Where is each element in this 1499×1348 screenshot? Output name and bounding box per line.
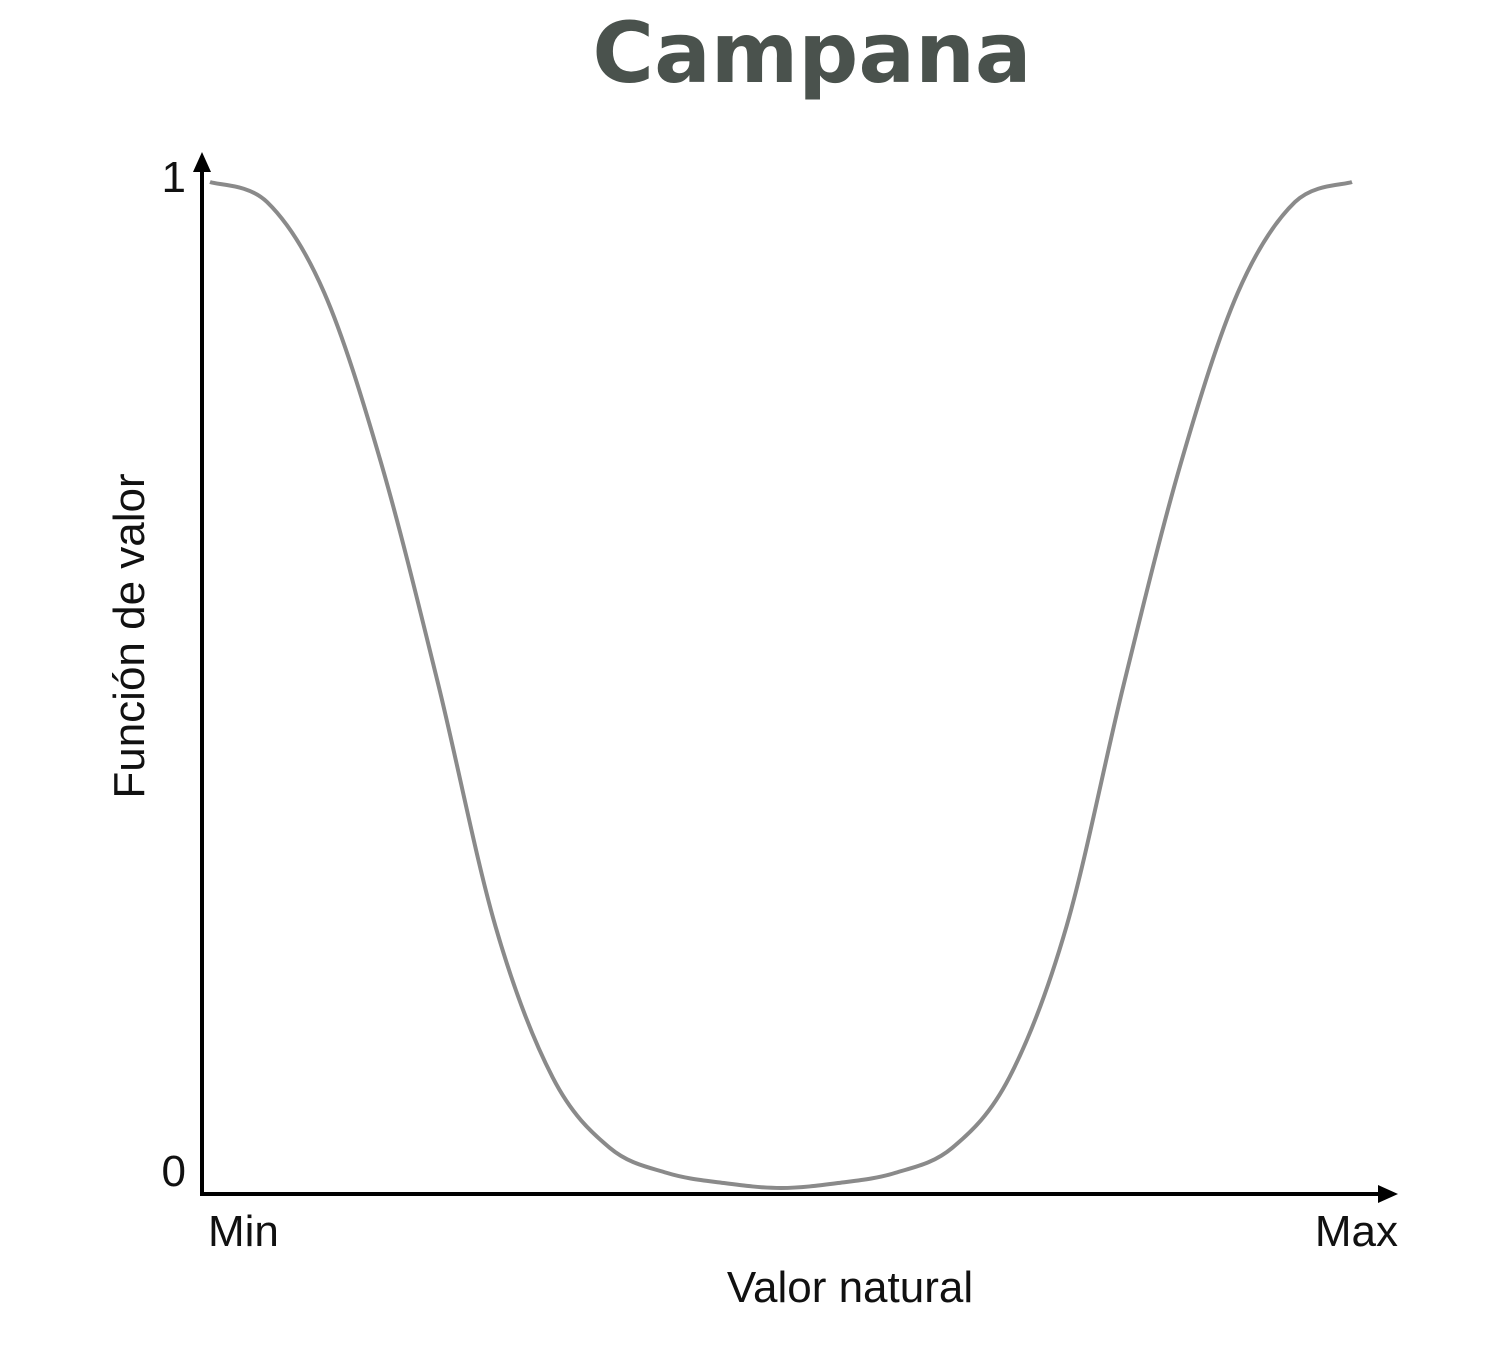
- value-function-curve: [209, 180, 1353, 1191]
- x-axis-label: Valor natural: [727, 1263, 973, 1312]
- y-tick-label-bottom: 0: [162, 1147, 186, 1196]
- y-axis-arrow: [193, 152, 211, 172]
- x-tick-label-max: Max: [1315, 1207, 1398, 1256]
- chart-title: Campana: [592, 4, 1031, 102]
- y-axis-label: Función de valor: [105, 473, 154, 798]
- x-axis-arrow: [1378, 1185, 1398, 1203]
- y-tick-label-top: 1: [162, 153, 186, 202]
- x-tick-label-min: Min: [208, 1207, 279, 1256]
